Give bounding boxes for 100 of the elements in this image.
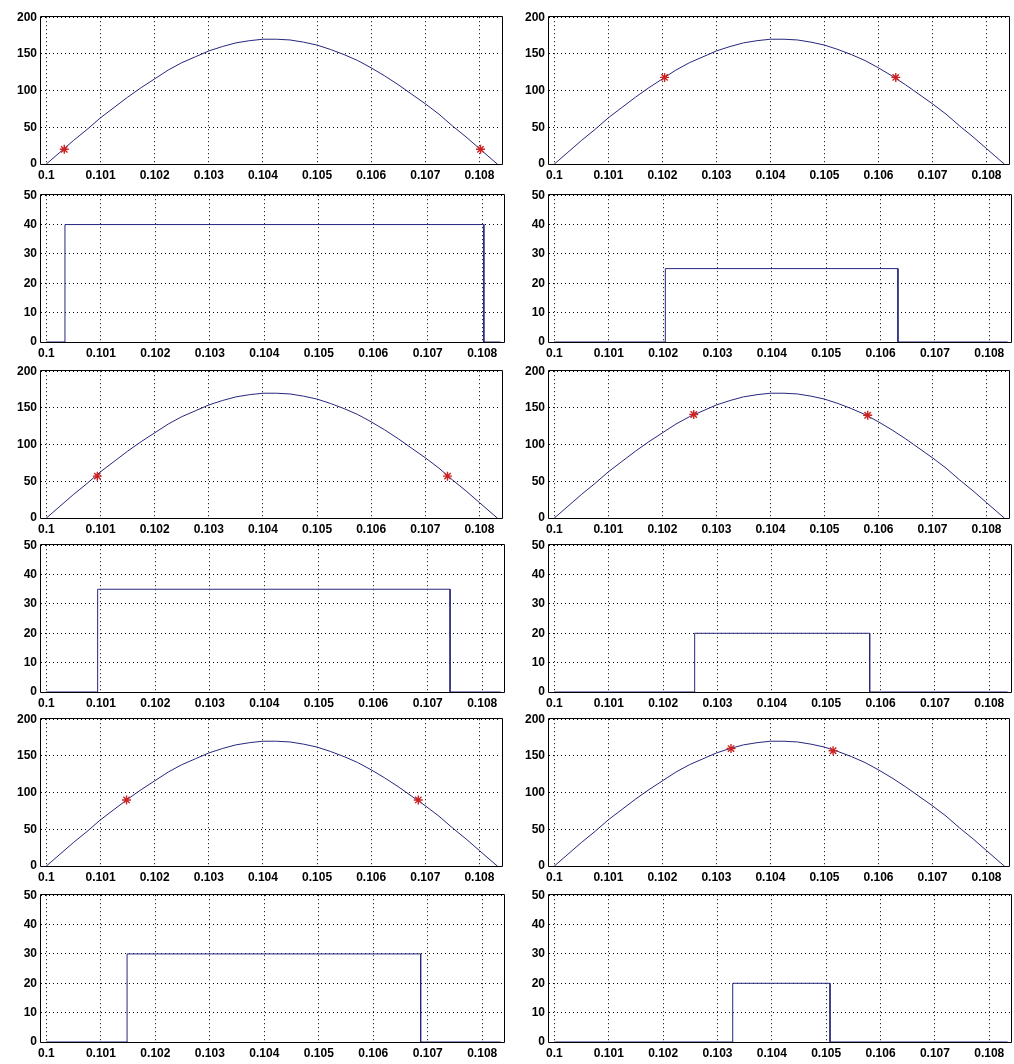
x-tick-label: 0.107 <box>919 345 951 360</box>
y-tick-label: 100 <box>524 784 546 799</box>
x-tick-label: 0.107 <box>917 521 948 536</box>
x-tick-label: 0.105 <box>811 1045 842 1060</box>
x-tick-label: 0.106 <box>356 167 387 182</box>
y-tick-label: 150 <box>16 400 38 415</box>
y-tick-label: 10 <box>531 304 546 319</box>
y-tick-label: 50 <box>531 537 546 552</box>
x-tick-label: 0.1 <box>546 1045 564 1060</box>
x-tick-label: 0.104 <box>247 521 279 536</box>
x-tick-label: 0.108 <box>467 695 498 710</box>
x-tick-label: 0.101 <box>593 521 624 536</box>
y-tick-label: 50 <box>531 887 546 902</box>
y-tick-label: 40 <box>23 566 38 581</box>
x-tick-label: 0.107 <box>410 869 441 884</box>
x-tick-label: 0.105 <box>811 695 842 710</box>
x-tick-label: 0.105 <box>809 869 840 884</box>
y-tick-label: 10 <box>23 304 38 319</box>
x-tick-label: 0.105 <box>302 521 333 536</box>
x-tick-label: 0.1 <box>546 521 564 536</box>
x-tick-label: 0.101 <box>85 521 116 536</box>
y-tick-label: 40 <box>23 216 38 231</box>
y-tick-label: 50 <box>23 537 38 552</box>
x-tick-label: 0.104 <box>755 869 786 884</box>
x-tick-label: 0.103 <box>702 1045 733 1060</box>
x-tick-label: 0.104 <box>756 1045 788 1060</box>
x-tick-label: 0.103 <box>701 521 732 536</box>
x-tick-label: 0.104 <box>755 521 786 536</box>
x-tick-label: 0.105 <box>302 167 333 182</box>
y-tick-label: 50 <box>23 187 38 202</box>
x-tick-label: 0.103 <box>193 521 225 536</box>
y-tick-label: 0 <box>538 858 546 873</box>
y-tick-label: 50 <box>23 821 38 836</box>
x-tick-label: 0.101 <box>593 167 624 182</box>
x-tick-label: 0.102 <box>648 1045 679 1060</box>
x-tick-label: 0.106 <box>358 1045 389 1060</box>
y-tick-label: 0 <box>30 156 38 171</box>
y-tick-label: 20 <box>531 625 546 640</box>
x-tick-label: 0.107 <box>919 1045 951 1060</box>
x-tick-label: 0.102 <box>648 345 679 360</box>
y-tick-label: 40 <box>531 566 546 581</box>
y-tick-label: 10 <box>531 1004 546 1019</box>
x-tick-label: 0.105 <box>811 345 842 360</box>
x-tick-label: 0.102 <box>140 345 171 360</box>
x-tick-label: 0.106 <box>863 167 894 182</box>
y-tick-label: 20 <box>23 275 38 290</box>
x-tick-label: 0.101 <box>593 345 625 360</box>
y-tick-label: 0 <box>30 684 38 699</box>
x-tick-label: 0.101 <box>593 1045 625 1060</box>
x-tick-label: 0.102 <box>140 695 171 710</box>
x-tick-label: 0.106 <box>865 1045 896 1060</box>
y-tick-label: 50 <box>531 821 546 836</box>
x-tick-label: 0.103 <box>194 345 226 360</box>
x-tick-label: 0.104 <box>756 345 788 360</box>
x-tick-label: 0.105 <box>809 521 840 536</box>
x-tick-label: 0.1 <box>38 345 56 360</box>
x-tick-label: 0.108 <box>464 521 495 536</box>
y-tick-label: 50 <box>531 473 546 488</box>
x-tick-label: 0.101 <box>85 869 116 884</box>
x-tick-label: 0.104 <box>249 345 280 360</box>
y-tick-label: 30 <box>531 946 546 961</box>
y-tick-label: 100 <box>524 82 546 97</box>
x-tick-label: 0.108 <box>467 1045 498 1060</box>
y-tick-label: 200 <box>16 363 38 378</box>
y-tick-label: 30 <box>531 246 546 261</box>
x-tick-label: 0.1 <box>38 167 56 182</box>
x-tick-label: 0.103 <box>702 695 733 710</box>
x-tick-label: 0.102 <box>140 1045 171 1060</box>
y-tick-label: 200 <box>524 9 546 24</box>
x-tick-label: 0.103 <box>701 869 732 884</box>
x-tick-label: 0.106 <box>863 869 894 884</box>
y-tick-label: 50 <box>23 473 38 488</box>
x-tick-label: 0.103 <box>193 869 225 884</box>
x-tick-label: 0.1 <box>38 695 56 710</box>
x-tick-label: 0.104 <box>247 869 279 884</box>
y-tick-label: 0 <box>538 684 546 699</box>
x-tick-label: 0.103 <box>701 167 732 182</box>
x-tick-label: 0.107 <box>410 521 441 536</box>
y-tick-label: 0 <box>30 510 38 525</box>
y-tick-label: 0 <box>30 334 38 349</box>
x-tick-label: 0.108 <box>971 869 1002 884</box>
y-tick-label: 100 <box>16 82 38 97</box>
x-tick-label: 0.106 <box>863 521 894 536</box>
y-tick-label: 0 <box>538 334 546 349</box>
y-tick-label: 0 <box>30 1034 38 1049</box>
x-tick-label: 0.1 <box>38 869 56 884</box>
x-tick-label: 0.106 <box>865 695 896 710</box>
x-tick-label: 0.105 <box>302 869 333 884</box>
x-tick-label: 0.104 <box>755 167 786 182</box>
x-tick-label: 0.106 <box>358 695 389 710</box>
y-tick-label: 30 <box>23 246 38 261</box>
x-tick-label: 0.108 <box>464 869 495 884</box>
x-tick-label: 0.101 <box>85 167 116 182</box>
x-tick-label: 0.107 <box>412 695 444 710</box>
y-tick-label: 50 <box>531 119 546 134</box>
y-tick-label: 200 <box>524 363 546 378</box>
y-tick-label: 50 <box>23 119 38 134</box>
x-tick-label: 0.108 <box>974 345 1005 360</box>
x-tick-label: 0.101 <box>85 345 117 360</box>
x-tick-label: 0.102 <box>648 695 679 710</box>
